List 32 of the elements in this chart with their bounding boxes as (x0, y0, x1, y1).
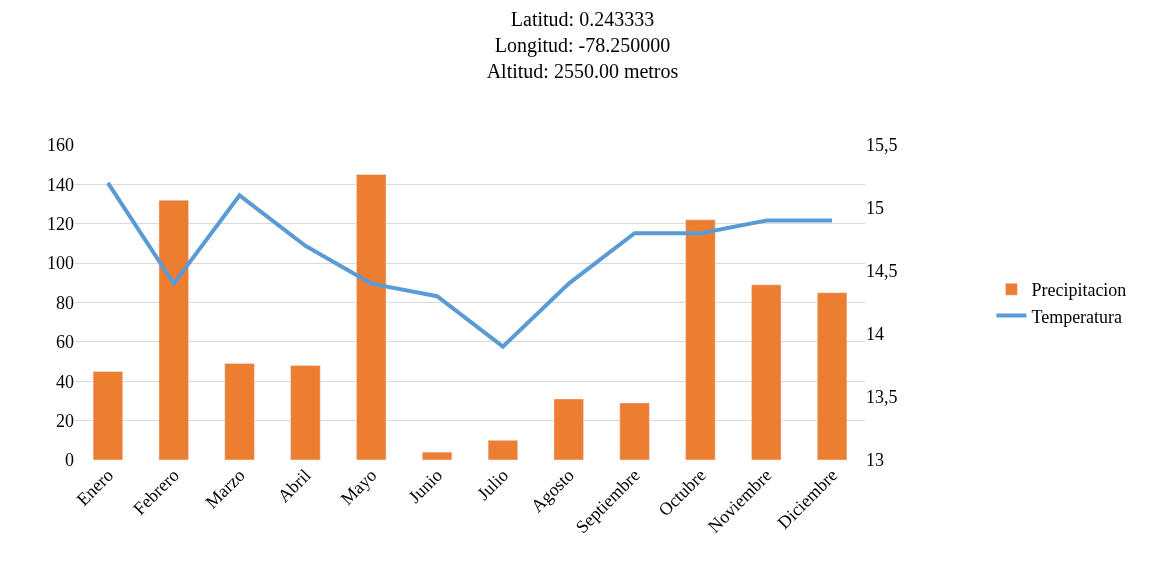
bar (553, 398, 584, 460)
bar (751, 284, 782, 460)
bar (356, 174, 387, 460)
y-tick-label: 80 (56, 292, 74, 313)
bar (290, 365, 321, 460)
y-tick-label: 140 (47, 174, 74, 195)
legend-label: Precipitacion (1031, 280, 1127, 301)
y2-tick-label: 15,5 (866, 135, 898, 156)
y2-tick-label: 14,5 (866, 261, 898, 282)
bar (619, 402, 650, 460)
line-series (105, 180, 835, 349)
chart-title: Latitud: 0.243333 Longitud: -78.250000 Altitud: 2550.00 metros (486, 8, 679, 83)
y-tick-label: 60 (56, 332, 74, 353)
bar (224, 363, 255, 460)
y-tick-label: 160 (47, 135, 74, 156)
bar (158, 199, 189, 460)
y-tick-label: 0 (65, 450, 74, 471)
y2-tick-label: 13 (866, 450, 884, 471)
x-tick-label: Julio (473, 465, 513, 504)
bar (487, 440, 518, 460)
y-tick-label: 20 (56, 410, 74, 431)
bar (422, 451, 453, 460)
bar (685, 219, 716, 460)
y2-tick-label: 15 (866, 198, 884, 219)
y-tick-label: 100 (47, 253, 74, 274)
bar (92, 371, 123, 460)
bar (817, 292, 848, 460)
y2-tick-label: 14 (866, 324, 884, 345)
legend-label: Temperatura (1031, 306, 1123, 327)
y2-tick-label: 13,5 (866, 387, 898, 408)
y-tick-label: 120 (47, 214, 74, 235)
y-tick-label: 40 (56, 371, 74, 392)
